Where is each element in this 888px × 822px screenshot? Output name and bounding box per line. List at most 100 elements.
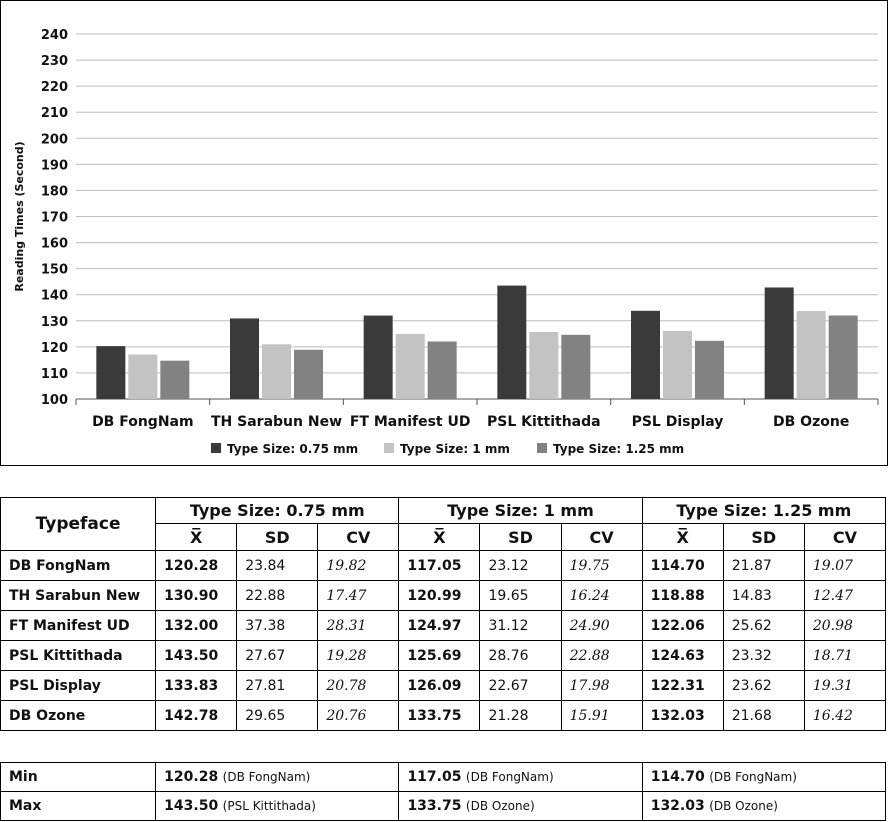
minmax-typeface: (DB FongNam) xyxy=(709,770,797,784)
minmax-cell: 120.28 (DB FongNam) xyxy=(155,762,400,792)
subheader-cell: SD xyxy=(479,523,562,551)
minmax-label: Min xyxy=(0,762,157,792)
y-tick-label: 240 xyxy=(41,28,68,43)
y-tick-label: 150 xyxy=(41,263,68,278)
mean-cell: 120.99 xyxy=(398,580,481,611)
bar xyxy=(160,360,190,399)
y-tick-label: 100 xyxy=(41,393,68,408)
mean-cell: 142.78 xyxy=(155,700,238,731)
subheader-cell: X̅ xyxy=(155,523,238,551)
table-row: DB Ozone 142.78 29.65 20.76 133.75 21.28 15.91… xyxy=(0,700,887,731)
table-row: FT Manifest UD 132.00 37.38 28.31 124.97 31.1… xyxy=(0,610,887,641)
legend-swatch xyxy=(537,443,547,453)
bar xyxy=(828,315,858,399)
sd-cell: 22.88 xyxy=(236,580,319,611)
sd-cell: 14.83 xyxy=(722,580,805,611)
mean-cell: 118.88 xyxy=(641,580,724,611)
cv-cell: 24.90 xyxy=(560,610,643,641)
minmax-row: Min 120.28 (DB FongNam) 117.05 (DB FongNam… xyxy=(0,762,887,792)
mean-cell: 114.70 xyxy=(641,550,724,581)
sd-cell: 31.12 xyxy=(479,610,562,641)
bar xyxy=(363,315,393,399)
minmax-label: Max xyxy=(0,791,157,821)
cv-cell: 20.78 xyxy=(317,670,400,701)
cv-cell: 19.82 xyxy=(317,550,400,581)
cv-cell: 18.71 xyxy=(803,640,887,671)
bar xyxy=(529,332,559,399)
x-tick-label: DB FongNam xyxy=(92,414,194,430)
minmax-cell: 117.05 (DB FongNam) xyxy=(398,762,643,792)
min-max-table: Min 120.28 (DB FongNam) 117.05 (DB FongNam… xyxy=(0,762,887,821)
statistics-table: Typeface Type Size: 0.75 mm Type Size: 1… xyxy=(0,497,887,731)
cv-cell: 15.91 xyxy=(560,700,643,731)
minmax-value: 133.75 xyxy=(407,798,462,814)
bar xyxy=(497,285,527,399)
cv-cell: 28.31 xyxy=(317,610,400,641)
cv-cell: 19.75 xyxy=(560,550,643,581)
minmax-typeface: (DB Ozone) xyxy=(465,799,535,813)
sd-cell: 27.81 xyxy=(236,670,319,701)
minmax-typeface: (DB FongNam) xyxy=(465,770,554,784)
cv-cell: 12.47 xyxy=(803,580,887,611)
minmax-cell: 143.50 (PSL Kittithada) xyxy=(155,791,400,821)
bar xyxy=(262,344,291,399)
cv-cell: 19.07 xyxy=(803,550,887,581)
mean-cell: 122.31 xyxy=(641,670,724,701)
minmax-typeface: (PSL Kittithada) xyxy=(222,799,316,813)
legend-swatch xyxy=(211,443,221,453)
subheader-cell: CV xyxy=(803,523,887,551)
sd-cell: 19.65 xyxy=(479,580,562,611)
legend-label: Type Size: 0.75 mm xyxy=(227,442,358,456)
bar xyxy=(230,318,259,399)
sd-cell: 23.62 xyxy=(722,670,805,701)
cv-cell: 20.98 xyxy=(803,610,887,641)
subheader-cell: CV xyxy=(317,523,400,551)
mean-cell: 126.09 xyxy=(398,670,481,701)
sd-cell: 25.62 xyxy=(722,610,805,641)
cv-cell: 16.24 xyxy=(560,580,643,611)
sd-cell: 21.28 xyxy=(479,700,562,731)
mean-cell: 124.97 xyxy=(398,610,481,641)
cv-cell: 19.28 xyxy=(317,640,400,671)
sd-cell: 21.87 xyxy=(722,550,805,581)
x-tick-label: TH Sarabun New xyxy=(211,414,342,430)
row-typeface: PSL Kittithada xyxy=(0,640,157,671)
minmax-value: 114.70 xyxy=(650,769,705,785)
sd-cell: 28.76 xyxy=(479,640,562,671)
bar xyxy=(695,340,724,399)
mean-cell: 124.63 xyxy=(641,640,724,671)
mean-cell: 143.50 xyxy=(155,640,238,671)
table-row: TH Sarabun New 130.90 22.88 17.47 120.99 19.6… xyxy=(0,580,887,611)
minmax-cell: 132.03 (DB Ozone) xyxy=(641,791,887,821)
y-axis-label: Reading Times (Second) xyxy=(13,141,26,291)
minmax-value: 132.03 xyxy=(650,798,705,814)
bar xyxy=(561,334,591,399)
y-tick-label: 160 xyxy=(41,237,68,252)
sd-cell: 37.38 xyxy=(236,610,319,641)
group-header: Type Size: 1.25 mm xyxy=(641,497,887,524)
mean-cell: 133.75 xyxy=(398,700,481,731)
sd-cell: 23.84 xyxy=(236,550,319,581)
legend-label: Type Size: 1 mm xyxy=(400,442,510,456)
minmax-cell: 133.75 (DB Ozone) xyxy=(398,791,643,821)
y-tick-label: 210 xyxy=(41,106,68,121)
bar xyxy=(128,354,158,399)
mean-cell: 132.03 xyxy=(641,700,724,731)
y-tick-label: 170 xyxy=(41,211,68,226)
minmax-typeface: (DB Ozone) xyxy=(709,799,778,813)
x-tick-label: PSL Kittithada xyxy=(487,414,601,430)
bar xyxy=(764,287,794,399)
mean-cell: 132.00 xyxy=(155,610,238,641)
row-typeface: DB Ozone xyxy=(0,700,157,731)
row-typeface: TH Sarabun New xyxy=(0,580,157,611)
x-tick-label: FT Manifest UD xyxy=(350,414,471,430)
cv-cell: 19.31 xyxy=(803,670,887,701)
sd-cell: 23.32 xyxy=(722,640,805,671)
row-typeface: FT Manifest UD xyxy=(0,610,157,641)
mean-cell: 122.06 xyxy=(641,610,724,641)
y-tick-label: 130 xyxy=(41,315,68,330)
sd-cell: 27.67 xyxy=(236,640,319,671)
subheader-cell: X̅ xyxy=(398,523,481,551)
y-tick-label: 200 xyxy=(41,132,68,147)
x-tick-label: DB Ozone xyxy=(773,414,849,430)
